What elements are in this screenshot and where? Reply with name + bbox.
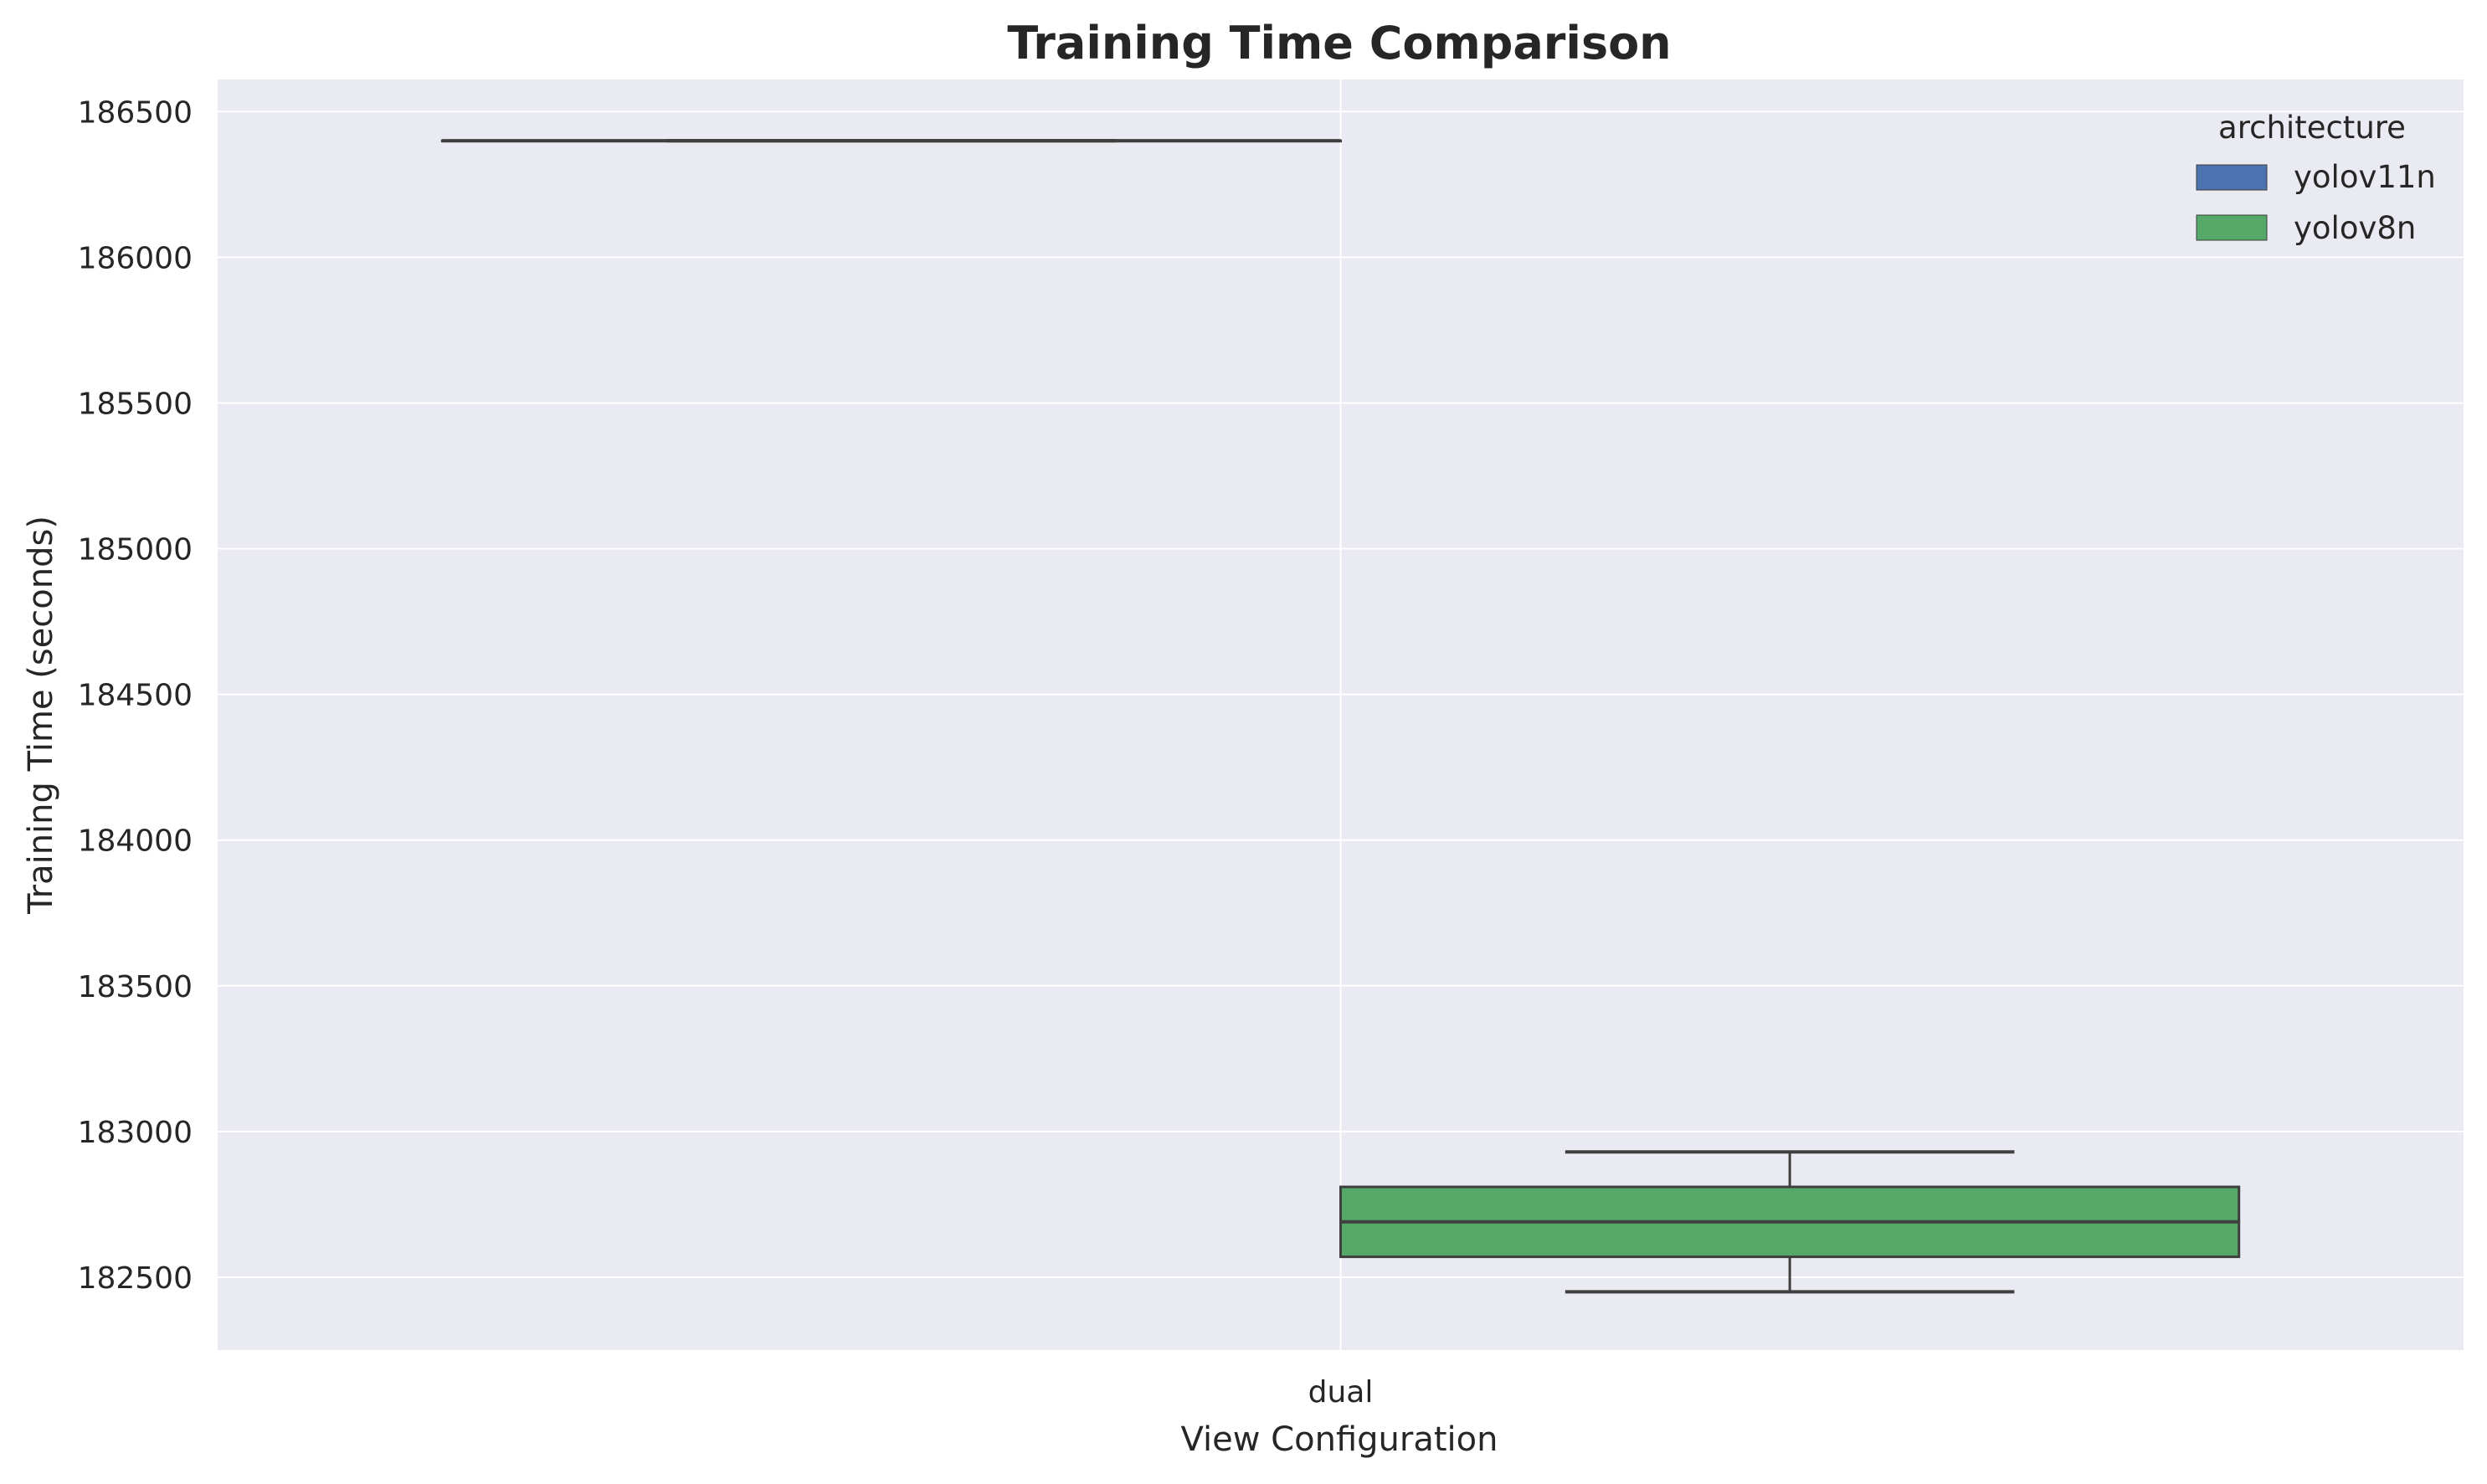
y-tick-labels: 182500 183000 183500 184000 184500 185000 1855…	[78, 95, 193, 1296]
legend-swatch-yolov8n	[2196, 214, 2268, 241]
legend-label-yolov8n: yolov8n	[2294, 210, 2416, 246]
y-tick-label: 186000	[78, 241, 193, 275]
y-tick-label: 186500	[78, 95, 193, 130]
legend-title: architecture	[2218, 110, 2406, 146]
grid-lines	[218, 80, 2464, 1350]
y-tick-label: 185000	[78, 533, 193, 567]
y-tick-label: 185500	[78, 387, 193, 421]
y-tick-label: 184000	[78, 824, 193, 859]
box-yolov8n	[1339, 1150, 2241, 1294]
box-series	[440, 139, 2241, 1294]
x-tick-label: dual	[1308, 1375, 1374, 1410]
x-tick-labels: dual	[1308, 1375, 1374, 1410]
y-tick-label: 183000	[78, 1116, 193, 1150]
legend-label-yolov11n: yolov11n	[2294, 159, 2436, 195]
y-axis-label: Training Time (seconds)	[22, 516, 60, 915]
legend: architecture yolov11n yolov8n	[2196, 110, 2436, 246]
x-axis-label: View Configuration	[1181, 1420, 1498, 1459]
chart-title: Training Time Comparison	[1007, 17, 1671, 69]
legend-swatch-yolov11n	[2196, 164, 2268, 191]
y-tick-label: 182500	[78, 1261, 193, 1296]
y-tick-label: 183500	[78, 970, 193, 1004]
y-tick-label: 184500	[78, 679, 193, 713]
